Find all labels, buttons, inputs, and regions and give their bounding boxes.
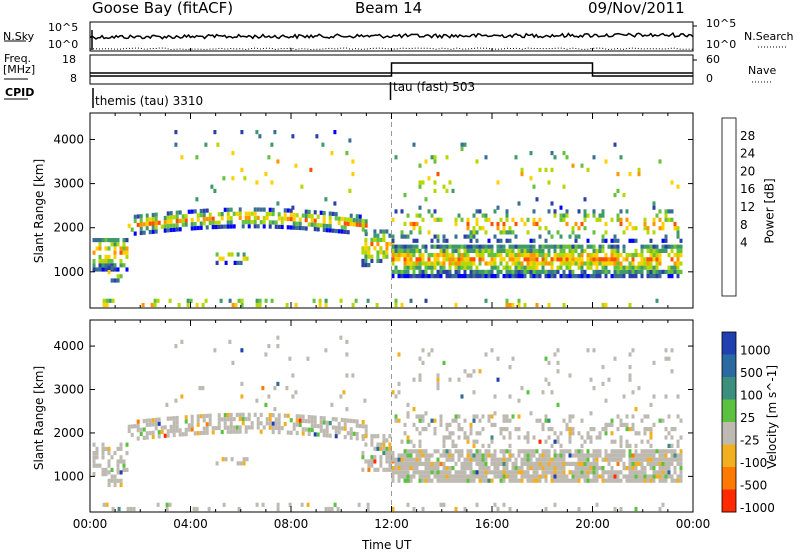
nsky-series [89,32,694,40]
freq-strip-frame [89,54,694,85]
nsky-label: N.Sky [3,30,35,43]
velocity-colorbar-label: Velocity [m s^-1] [765,364,780,470]
velocity-colorbar-tick: 1000 [740,343,771,357]
freq-tick-top: 18 [62,53,76,66]
freq-unit: [MHz] [3,63,36,76]
velocity-colorbar-tick: 25 [740,411,755,425]
nsky-tick-top: 10^5 [48,21,79,34]
nsearch-label: N.Search [744,30,794,43]
power-colorbar-tick: 24 [740,147,755,161]
nave-series [90,62,693,77]
x-tick-label: 12:00 [374,517,409,531]
power-panel-ytick-label: 3000 [53,177,84,191]
beam-title: Beam 14 [355,0,423,17]
x-tick-label: 08:00 [274,517,309,531]
velocity-colorbar-swatch [722,399,736,423]
x-tick-label: 00:00 [73,517,108,531]
velocity-panel-ytick-label: 3000 [53,383,84,397]
velocity-colorbar-tick: 100 [740,388,763,402]
power-panel-ytick-label: 1000 [53,265,84,279]
power-colorbar-tick: 28 [740,129,755,143]
nsearch-tick-top: 10^5 [706,17,737,30]
power-colorbar-tick: 4 [740,236,748,250]
nsky-tick-bottom: 10^0 [48,38,79,51]
velocity-colorbar-swatch [722,377,736,400]
velocity-ylabel: Slant Range [km] [32,365,47,471]
velocity-colorbar-swatch [722,354,736,378]
power-colorbar-tick: 12 [740,200,755,214]
power-panel-ytick-label: 4000 [53,132,84,146]
freq-tick-bottom: 8 [70,72,77,85]
power-ylabel: Slant Range [km] [32,158,47,264]
nave-tick-bottom: 0 [706,72,713,85]
velocity-colorbar-tick: -500 [740,478,767,492]
x-tick-label: 16:00 [475,517,510,531]
cpid-segment-2: tau (fast) 503 [393,80,476,94]
velocity-colorbar-swatch [722,444,736,468]
velocity-colorbar-tick: -1000 [740,501,775,515]
power-colorbar-label: Power [dB] [762,178,777,244]
nsearch-tick-bottom: 10^0 [706,38,737,51]
power-colorbar-tick: 8 [740,218,748,232]
x-tick-label: 00:00 [676,517,711,531]
power-colorbar-tick: 20 [740,164,755,178]
nave-tick-top: 60 [706,53,720,66]
velocity-colorbar-tick: 500 [740,366,763,380]
velocity-colorbar-frame [721,331,737,513]
velocity-colorbar-swatch [722,489,736,513]
power-colorbar-frame [721,117,737,297]
freq-label: Freq. [4,52,32,65]
power-panel-cells [92,130,683,308]
power-panel-ytick-label: 2000 [53,221,84,235]
velocity-colorbar-swatch [722,422,736,445]
power-colorbar-tick: 16 [740,182,755,196]
velocity-colorbar-tick: -100 [740,456,767,470]
station-title: Goose Bay (fitACF) [92,0,234,17]
velocity-panel-ytick-label: 4000 [53,339,84,353]
x-tick-label: 20:00 [575,517,610,531]
velocity-colorbar-tick: -25 [740,433,760,447]
cpid-label: CPID [5,86,35,99]
velocity-panel-cells [92,335,683,512]
velocity-colorbar-swatch [722,467,736,490]
velocity-panel-ytick-label: 2000 [53,426,84,440]
x-tick-label: 04:00 [173,517,208,531]
date-title: 09/Nov/2011 [588,0,685,17]
velocity-panel-ytick-label: 1000 [53,469,84,483]
x-axis-title: Time UT [362,538,412,552]
velocity-colorbar-swatch [722,332,736,355]
cpid-segment-1: themis (tau) 3310 [95,94,204,108]
nave-label: Nave [748,64,777,77]
